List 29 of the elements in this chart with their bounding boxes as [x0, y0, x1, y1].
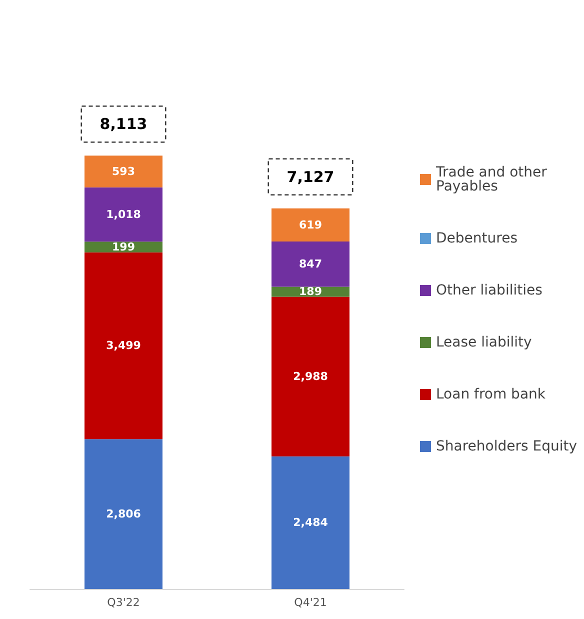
bar — [84, 242, 162, 252]
bar — [84, 156, 162, 188]
bar — [272, 296, 350, 456]
data-label: 2,988 — [293, 370, 328, 384]
bar — [84, 439, 162, 589]
data-label: 593 — [112, 164, 135, 178]
x-tick-label: Q4'21 — [294, 596, 327, 609]
legend-label: Debentures — [436, 230, 518, 246]
data-label: 199 — [112, 240, 135, 254]
x-tick-label: Q3'22 — [107, 596, 140, 609]
bar — [84, 252, 162, 440]
total-label: 8,113 — [100, 115, 148, 134]
data-label: 2,806 — [106, 508, 142, 521]
legend-label: Trade and other Payables — [435, 164, 552, 194]
legend-label: Other liabilities — [436, 282, 542, 298]
legend-label: Lease liability — [436, 334, 532, 350]
bar — [84, 187, 162, 242]
legend-label: Loan from bank — [436, 386, 546, 402]
bar — [272, 456, 350, 589]
data-label: 619 — [299, 218, 322, 232]
data-label: 847 — [299, 258, 322, 271]
data-label: 1,018 — [106, 208, 141, 222]
bar — [272, 241, 350, 287]
data-label: 2,484 — [293, 516, 328, 530]
legend-label: Shareholders Equity — [436, 438, 577, 454]
data-label: 3,499 — [106, 339, 141, 352]
bar — [272, 208, 350, 242]
total-label: 7,127 — [286, 168, 334, 186]
data-label: 189 — [299, 285, 322, 298]
